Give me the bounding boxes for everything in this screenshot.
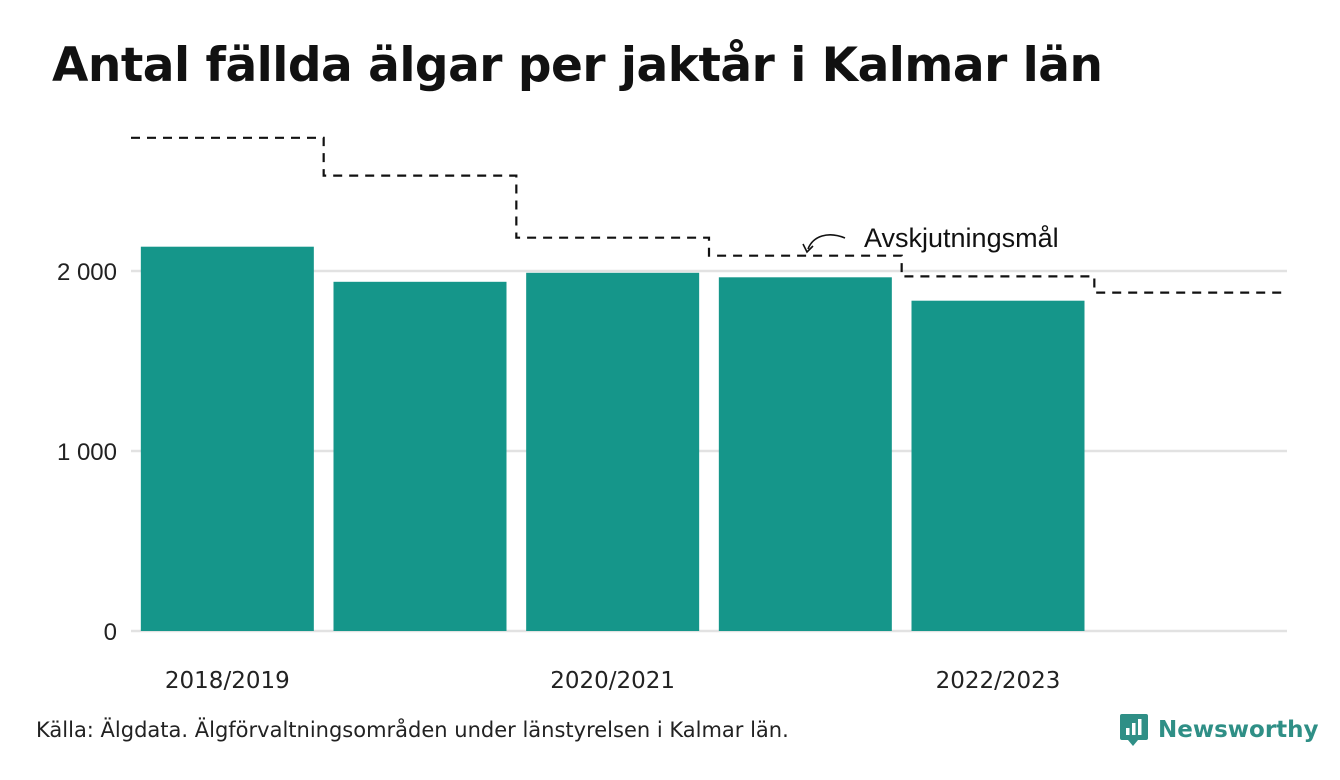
bar	[911, 300, 1085, 631]
source-note: Källa: Älgdata. Älgförvaltningsområden u…	[36, 718, 789, 742]
brand-name: Newsworthy	[1158, 717, 1319, 743]
target-step-line	[131, 136, 1287, 294]
chart-title: Antal fällda älgar per jaktår i Kalmar l…	[52, 38, 1103, 93]
y-tick-label: 0	[104, 619, 117, 646]
newsworthy-logo-icon	[1120, 714, 1148, 746]
y-tick-label: 1 000	[57, 439, 117, 466]
bar	[718, 277, 892, 631]
x-tick-label: 2020/2021	[550, 668, 675, 694]
bar	[140, 246, 314, 631]
y-tick-label: 2 000	[57, 259, 117, 286]
annotation-arrowhead	[802, 243, 814, 254]
brand: Newsworthy	[1118, 712, 1319, 748]
x-tick-label: 2022/2023	[936, 668, 1061, 694]
bar	[333, 281, 507, 631]
x-tick-label: 2018/2019	[165, 668, 290, 694]
bars	[140, 246, 1085, 631]
axis-labels: 0 1 000 2 000 2018/2019 2020/2021 2022/2023	[57, 259, 1060, 694]
bar	[526, 272, 700, 631]
annotation-arrow	[807, 234, 846, 250]
annotation-label: Avskjutningsmål	[864, 223, 1059, 253]
target-line	[131, 136, 1287, 294]
annotation: Avskjutningsmål	[802, 223, 1059, 254]
gridlines	[131, 269, 1287, 633]
